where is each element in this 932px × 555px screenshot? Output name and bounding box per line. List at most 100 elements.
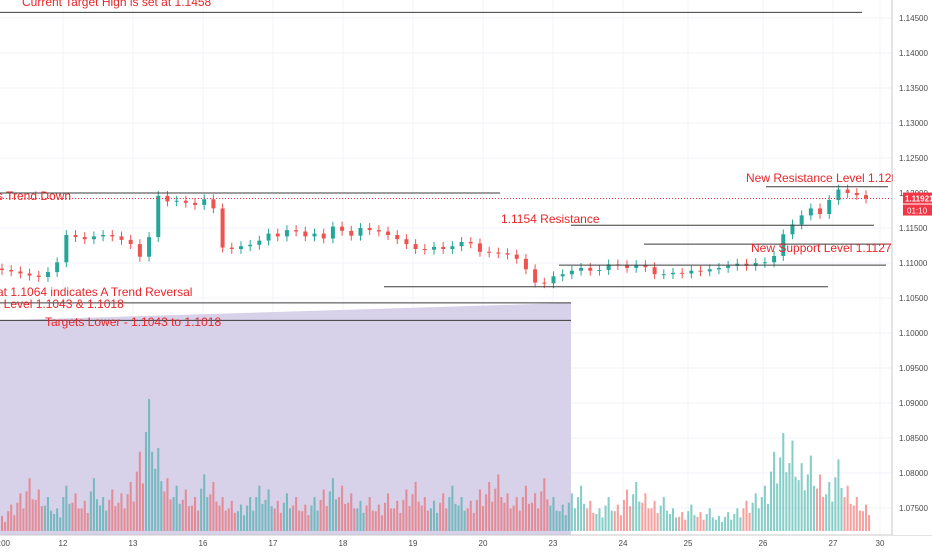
candle-body — [808, 208, 813, 216]
candle-body — [156, 195, 161, 238]
candle-body — [864, 195, 868, 199]
volume-bar — [837, 459, 840, 531]
volume-bar — [635, 481, 638, 531]
candle-body — [110, 235, 115, 237]
volume-bar — [288, 508, 292, 531]
volume-bar — [279, 512, 282, 531]
volume-bar — [40, 506, 43, 531]
candle-body — [450, 246, 455, 249]
volume-bar — [711, 517, 714, 531]
axis-labels: 1.145001.140001.135001.130001.125001.120… — [0, 14, 932, 548]
volume-bar — [549, 505, 552, 531]
volume-bar — [362, 512, 365, 531]
volume-bar — [184, 489, 187, 531]
volume-bar — [460, 497, 463, 531]
volume-bar — [481, 506, 485, 531]
candle-body — [349, 230, 354, 236]
volume-bar — [178, 503, 181, 531]
volume-bar — [200, 488, 203, 531]
volume-bar — [105, 510, 108, 531]
volume-bar — [239, 504, 243, 531]
price-tick-label: 1.09500 — [899, 364, 928, 373]
volume-bar — [488, 481, 491, 531]
volume-bar — [267, 489, 270, 531]
volume-bar — [261, 503, 264, 531]
volume-bar — [377, 504, 380, 531]
volume-bar — [56, 508, 59, 531]
price-tick-label: 1.10000 — [899, 329, 928, 338]
candle-body — [128, 239, 133, 245]
candle-body — [312, 233, 317, 237]
volume-bar — [730, 519, 733, 531]
volume-bar — [868, 515, 871, 531]
volume-bar — [426, 510, 429, 531]
volume-bar — [647, 508, 650, 531]
volume-bar — [117, 502, 120, 531]
candle-body — [459, 242, 464, 247]
volume-bar — [53, 514, 56, 531]
volume-bar — [417, 501, 420, 531]
volume-bar — [653, 500, 656, 531]
price-tick-label: 1.14500 — [899, 14, 928, 23]
time-tick-label: 17 — [269, 539, 278, 548]
candle-body — [579, 267, 584, 271]
volume-bar — [558, 511, 561, 531]
volume-bar — [282, 502, 285, 531]
volume-bar — [531, 502, 534, 531]
current-price-badge — [903, 192, 932, 204]
volume-bar — [751, 502, 754, 531]
volume-bar — [169, 499, 172, 531]
volume-bar — [236, 511, 239, 531]
candle-body — [386, 231, 391, 235]
volume-bar — [864, 504, 868, 531]
volume-bar — [861, 511, 864, 531]
volume-bar — [114, 506, 117, 531]
volume-bar — [390, 508, 393, 531]
candle-body — [514, 254, 519, 259]
volume-bar — [757, 508, 760, 531]
candle-body — [257, 240, 262, 245]
time-tick-label: 12 — [59, 539, 68, 548]
candle-body — [569, 270, 574, 275]
volume-bar — [92, 478, 95, 531]
volume-bar — [151, 451, 154, 531]
candle-body — [652, 267, 657, 275]
volume-bar — [782, 432, 785, 531]
candle-body — [772, 256, 777, 263]
volume-bar — [285, 493, 288, 531]
volume-bar — [742, 508, 745, 531]
volume-bar — [432, 500, 436, 531]
volume-bar — [622, 499, 625, 531]
volume-bar — [733, 514, 736, 531]
volume-bar — [160, 481, 163, 531]
volume-bar — [589, 500, 592, 531]
candle-body — [183, 200, 188, 203]
candle-body — [294, 230, 299, 232]
volume-bar — [325, 506, 328, 531]
time-tick-label: 16 — [199, 539, 208, 548]
price-tick-label: 1.10500 — [899, 294, 928, 303]
price-tick-label: 1.14000 — [899, 49, 928, 58]
volume-bar — [527, 503, 531, 531]
volume-bar — [292, 505, 295, 531]
volume-bar — [301, 511, 304, 531]
volume-bar — [215, 501, 218, 531]
candle-body — [36, 275, 41, 277]
candle-body — [367, 228, 372, 231]
volume-bar — [543, 478, 546, 531]
volume-bar — [595, 514, 598, 531]
volume-bar — [246, 505, 249, 531]
volume-bar — [295, 497, 298, 531]
volume-bar — [521, 497, 524, 531]
volume-bar — [102, 497, 105, 531]
volume-bar — [448, 497, 451, 531]
volume-bar — [68, 503, 71, 531]
candle-body — [248, 244, 253, 247]
volume-bar — [341, 485, 344, 531]
candle-body — [211, 199, 216, 209]
candle-body — [202, 199, 207, 205]
volume-bar — [86, 512, 89, 531]
